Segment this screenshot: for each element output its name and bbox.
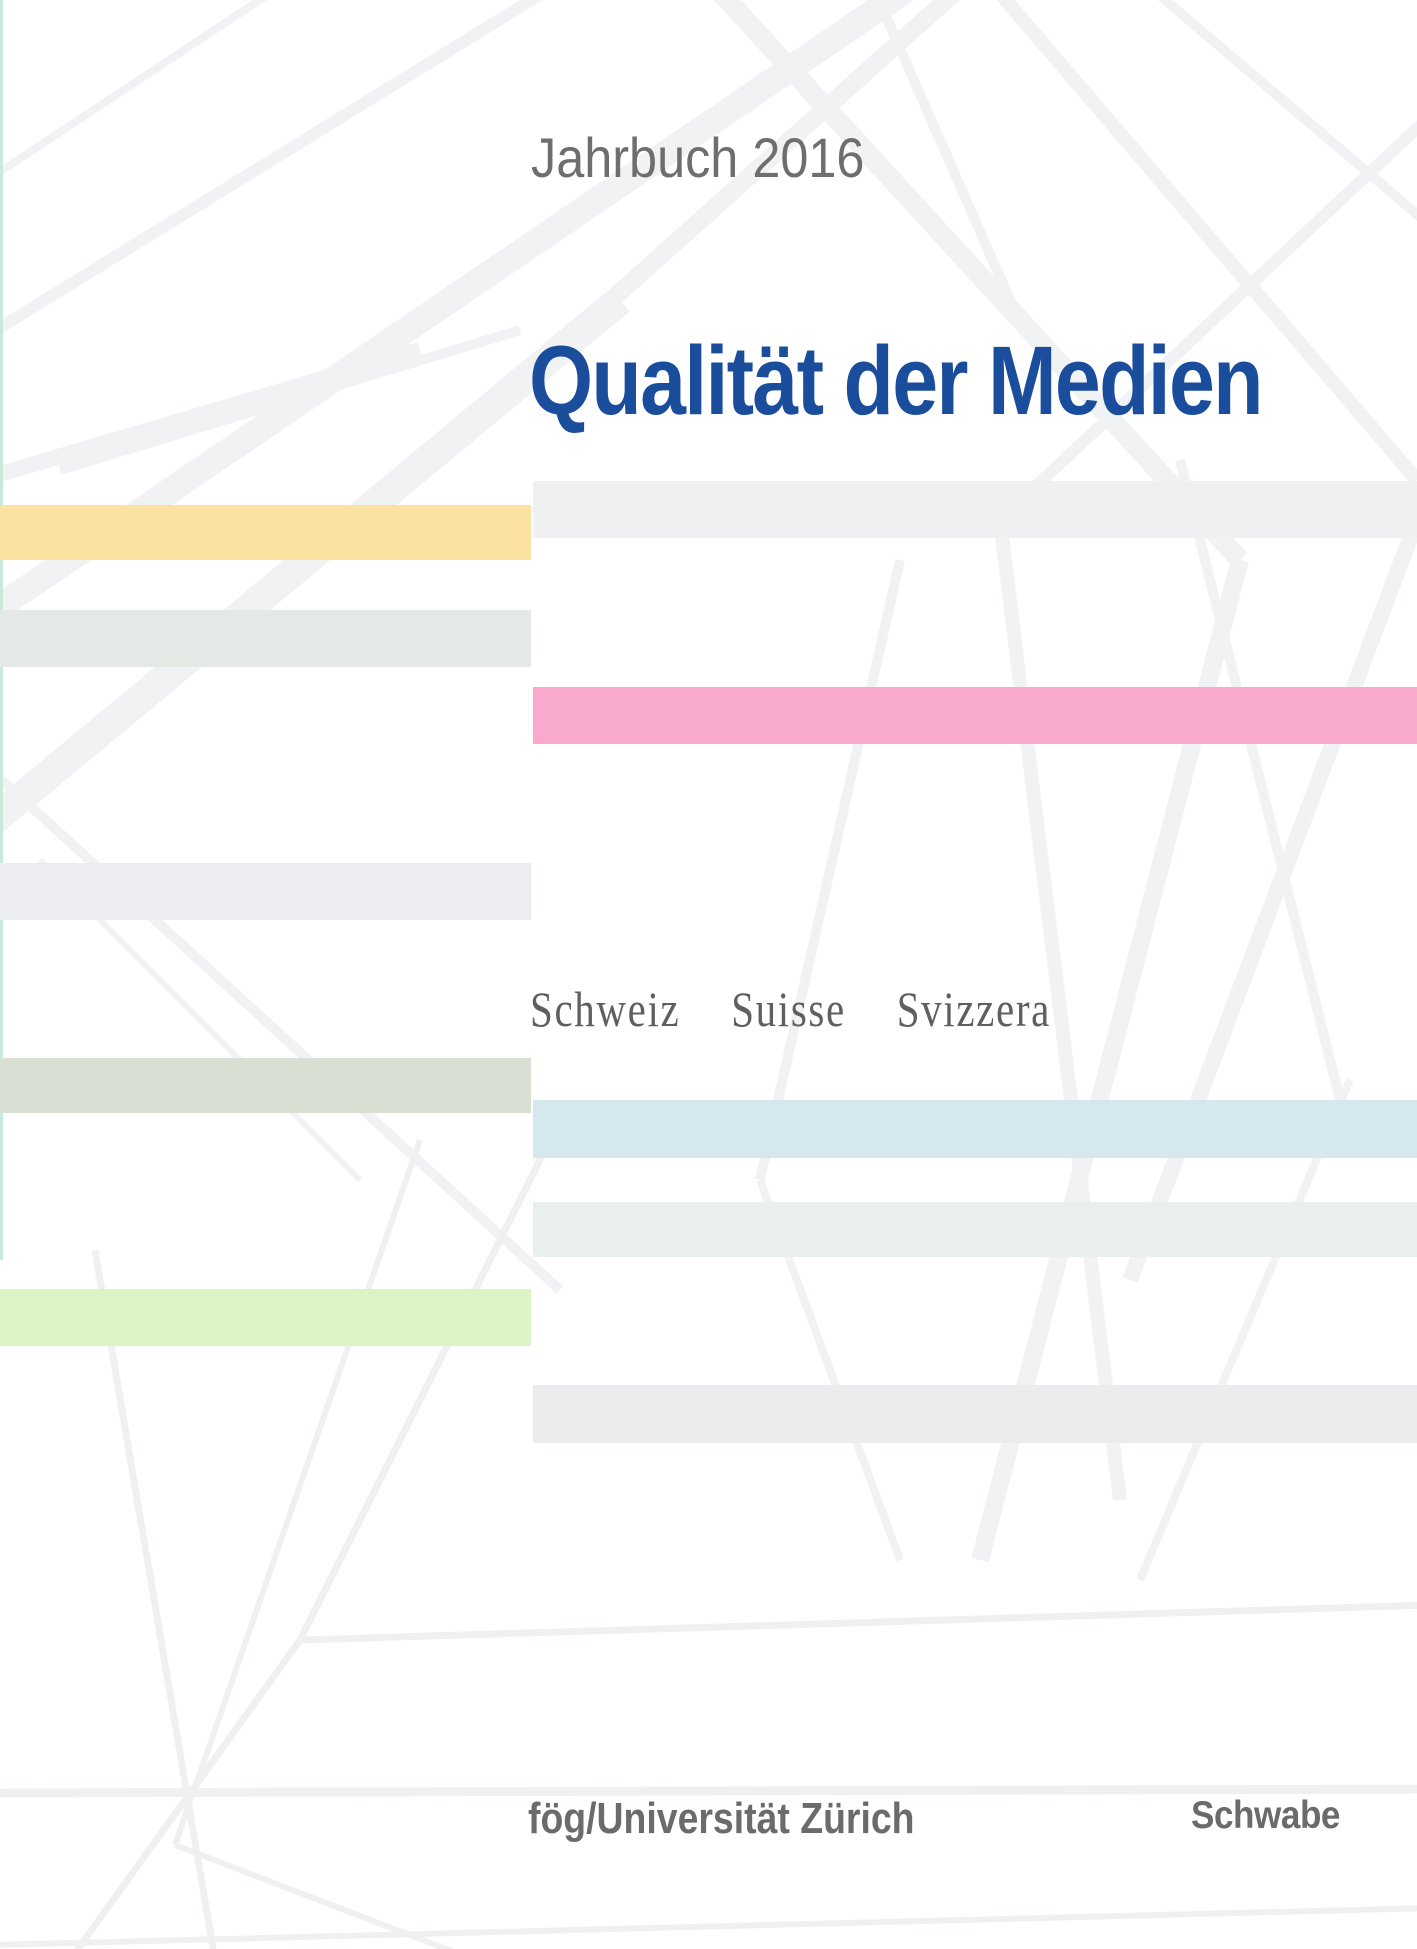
accent-bar-left-green <box>0 1289 531 1346</box>
accent-bar-right-blue <box>533 1100 1417 1158</box>
language-schweiz: Schweiz <box>530 981 681 1037</box>
schwabe-logo: Schwabe <box>1191 1794 1341 1837</box>
accent-bar-left-gray <box>0 863 531 920</box>
publisher-imprint: fög/Universität Zürich <box>528 1794 915 1843</box>
accent-bar-right-pale-green <box>533 1202 1417 1257</box>
accent-bar-right-gray-top <box>533 481 1417 538</box>
accent-bar-right-pink <box>533 687 1417 744</box>
language-line: Schweiz Suisse Svizzera <box>530 984 1051 1034</box>
accent-bar-left-yellow <box>0 505 531 560</box>
series-label: Jahrbuch 2016 <box>531 126 865 189</box>
accent-bar-right-gray-bottom <box>533 1385 1417 1443</box>
accent-bar-left-green-gray <box>0 1058 531 1113</box>
page-title: Qualität der Medien <box>529 326 1263 435</box>
accent-bar-left-gray-green <box>0 610 531 667</box>
language-svizzera: Svizzera <box>896 981 1051 1037</box>
language-suisse: Suisse <box>731 981 846 1037</box>
